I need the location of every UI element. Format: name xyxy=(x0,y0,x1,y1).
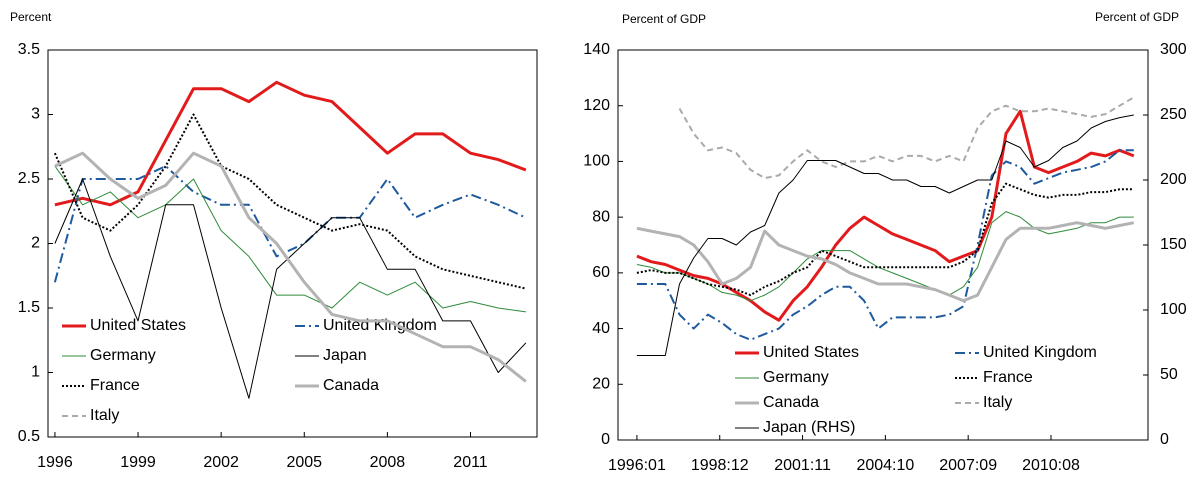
x-tick-label: 1996:01 xyxy=(608,457,666,474)
y2-tick-label: 300 xyxy=(1160,41,1187,58)
y-tick-label: 3.5 xyxy=(18,41,40,58)
legend-label: France xyxy=(90,377,140,394)
series-line xyxy=(636,109,1135,322)
x-tick-label: 2005 xyxy=(286,454,322,471)
x-tick-label: 1998:12 xyxy=(691,457,749,474)
series-line xyxy=(636,221,1135,303)
x-tick-label: 2011 xyxy=(453,454,488,471)
legend-label: Japan (RHS) xyxy=(763,419,855,436)
x-tick-label: 2001:11 xyxy=(774,457,831,474)
y-tick-label: 60 xyxy=(592,264,610,281)
x-tick-label: 2010:08 xyxy=(1022,457,1080,474)
y-tick-label: 20 xyxy=(592,376,610,393)
legend-label: Germany xyxy=(763,369,829,386)
x-tick-label: 2004:10 xyxy=(856,457,914,474)
y-tick-label: 0.5 xyxy=(18,428,40,445)
legend-label: Germany xyxy=(90,347,156,364)
y-tick-label: 2 xyxy=(31,235,40,252)
y2-tick-label: 150 xyxy=(1160,236,1187,253)
y-tick-label: 3 xyxy=(31,106,40,123)
series-line xyxy=(53,113,527,290)
series-line xyxy=(53,165,527,283)
y-tick-label: 40 xyxy=(592,320,610,337)
y-tick-label: 1.5 xyxy=(18,299,40,316)
y2-tick-label: 0 xyxy=(1160,431,1169,448)
series-line xyxy=(636,182,1134,297)
series-line xyxy=(54,151,527,383)
y-tick-label: 100 xyxy=(583,153,610,170)
legend-label: United States xyxy=(763,344,859,361)
legend-label: Italy xyxy=(983,394,1012,411)
x-tick-label: 1999 xyxy=(120,454,156,471)
y-tick-label: 0 xyxy=(601,431,610,448)
y2-tick-label: 50 xyxy=(1160,366,1178,383)
series-line xyxy=(54,80,527,207)
series-line xyxy=(636,114,1134,356)
plot-frame xyxy=(617,49,1149,441)
x-tick-label: 2008 xyxy=(370,454,406,471)
y-axis-title: Percent of GDP xyxy=(622,12,706,26)
y-tick-label: 1 xyxy=(31,364,40,381)
legend-label: Italy xyxy=(90,407,119,424)
y-axis-title: Percent xyxy=(10,10,52,24)
y2-axis-title: Percent of GDP xyxy=(1095,10,1179,24)
legend-label: France xyxy=(983,369,1033,386)
legend-label: Canada xyxy=(323,377,379,394)
legend-label: United States xyxy=(90,317,186,334)
y2-tick-label: 100 xyxy=(1160,301,1187,318)
legend-label: United Kingdom xyxy=(983,344,1097,361)
y2-tick-label: 200 xyxy=(1160,171,1187,188)
y2-tick-label: 250 xyxy=(1160,106,1187,123)
series-line xyxy=(636,211,1134,302)
y-tick-label: 80 xyxy=(592,208,610,225)
y-tick-label: 120 xyxy=(583,97,610,114)
y-tick-label: 2.5 xyxy=(18,170,40,187)
legend-label: Japan xyxy=(323,347,367,364)
legend-label: Canada xyxy=(763,394,819,411)
x-tick-label: 2002 xyxy=(203,454,239,471)
series-line xyxy=(54,178,527,399)
x-tick-label: 1996 xyxy=(37,454,73,471)
series-line xyxy=(54,165,526,313)
series-line xyxy=(636,149,1134,341)
x-tick-label: 2007:09 xyxy=(939,457,997,474)
y-tick-label: 140 xyxy=(583,41,610,58)
